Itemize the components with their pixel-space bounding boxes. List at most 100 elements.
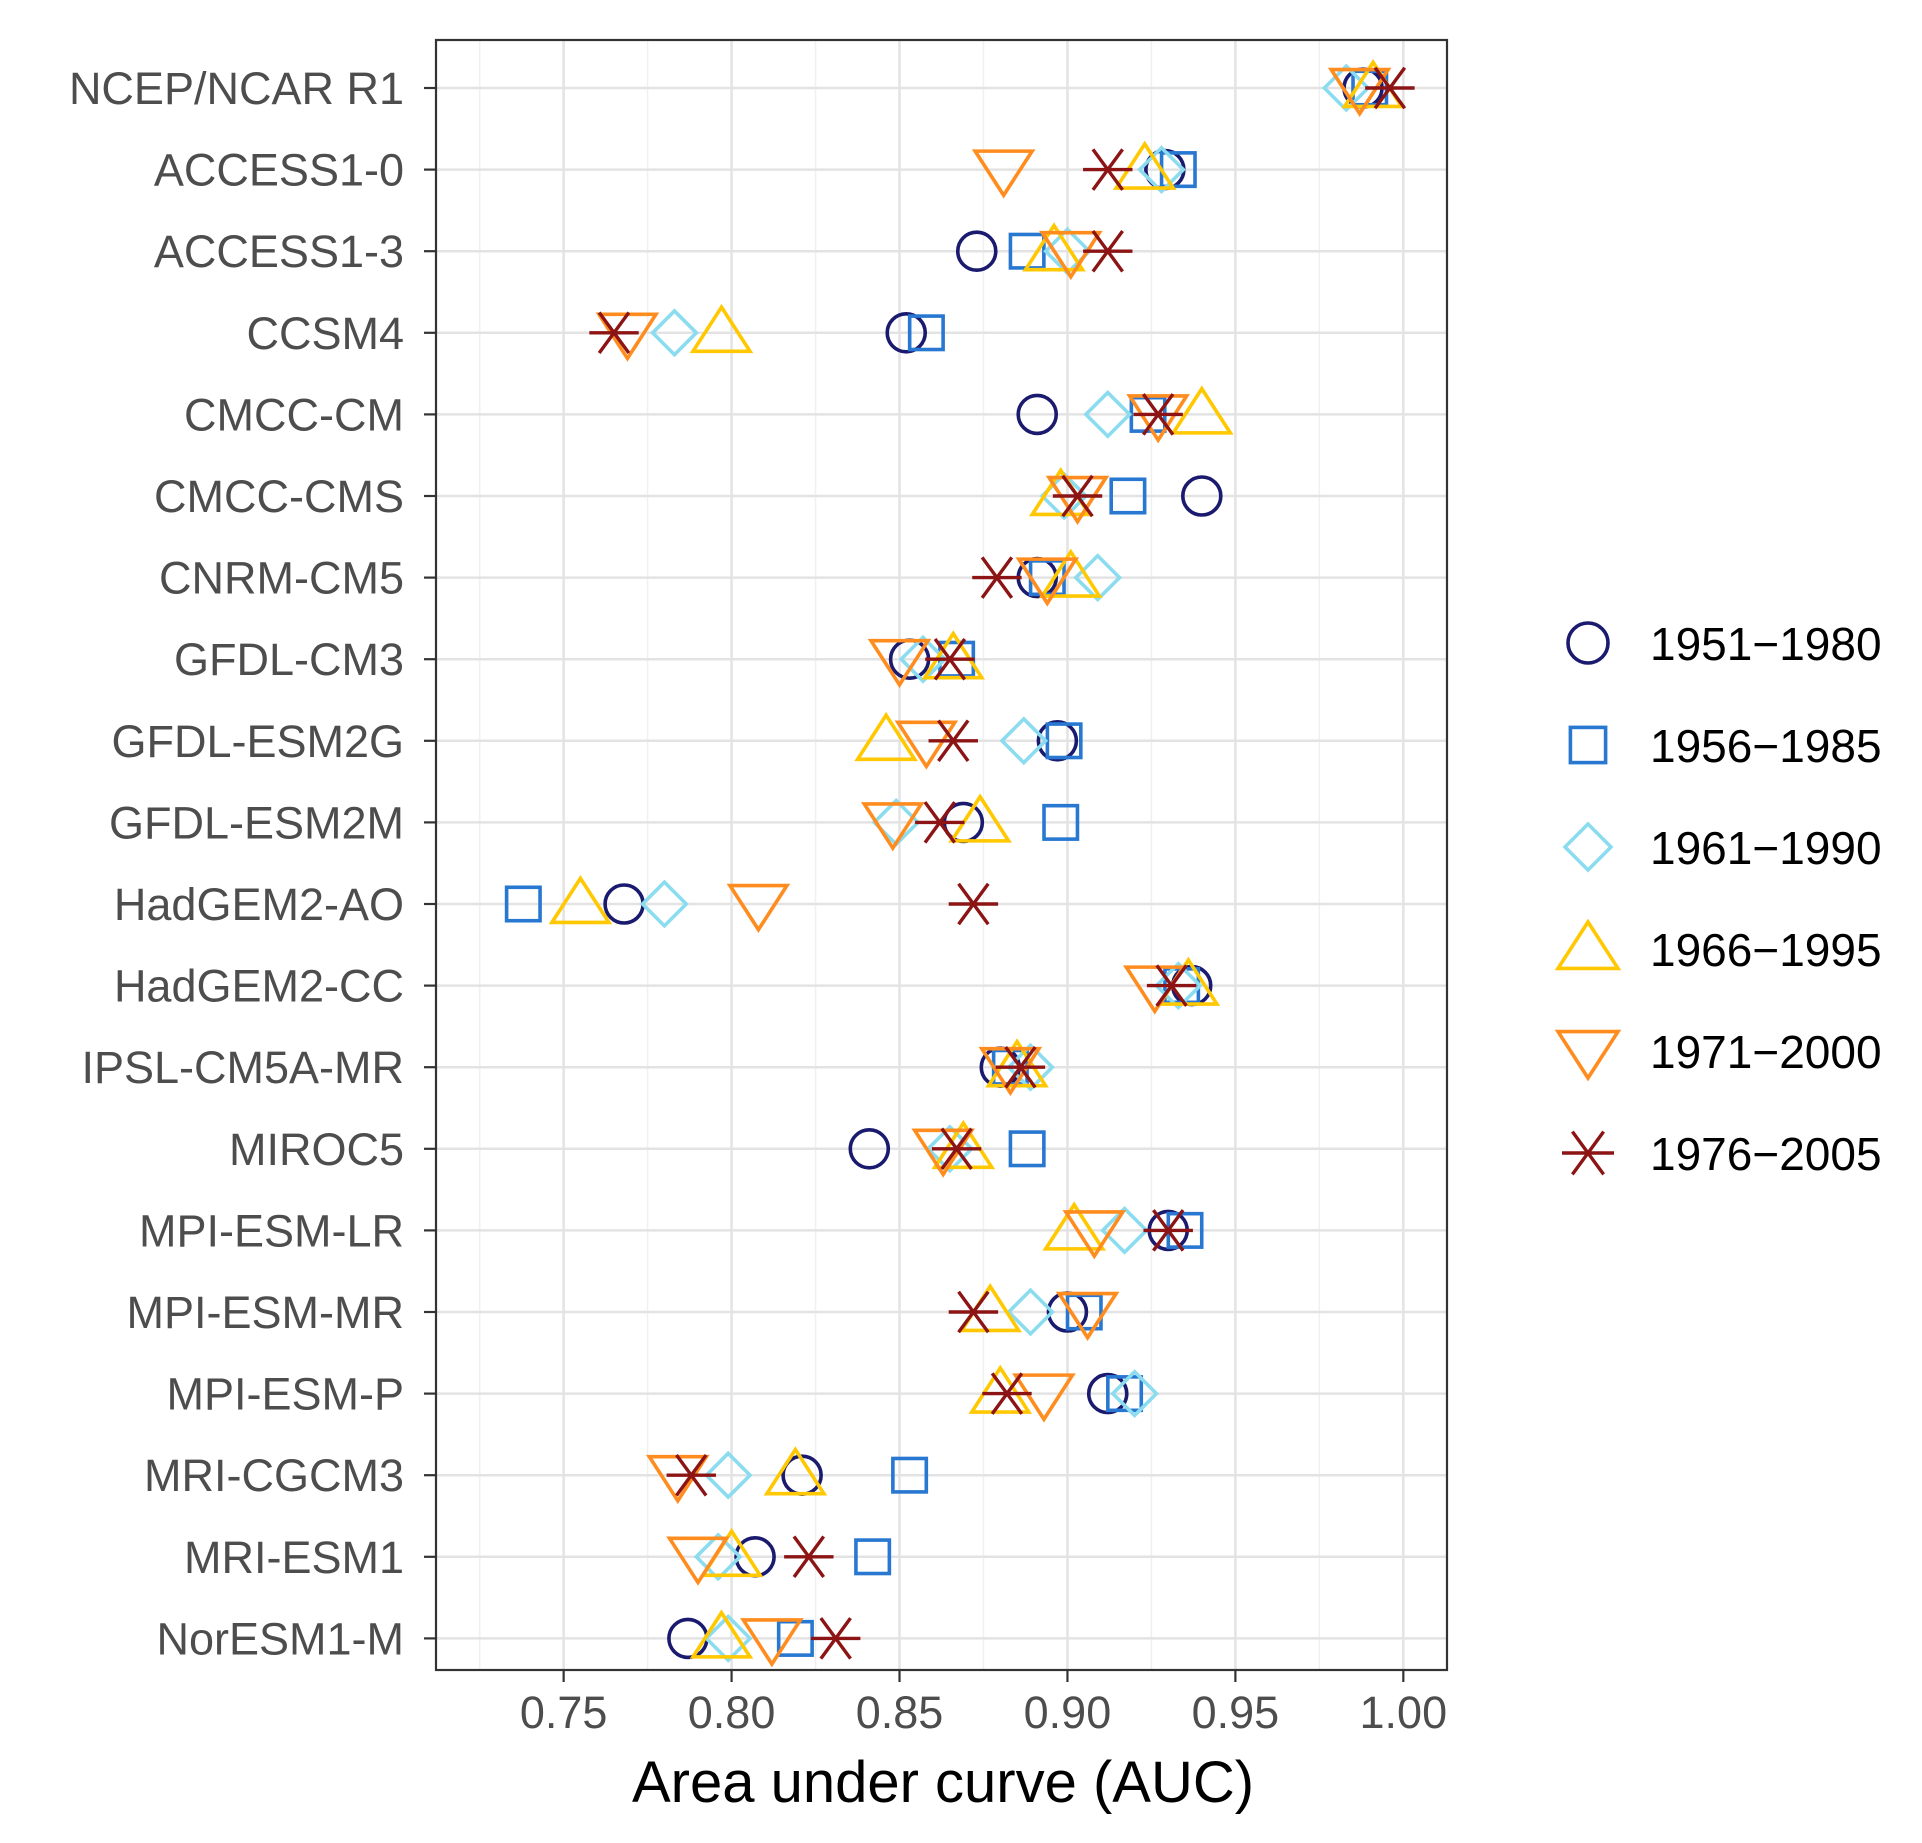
- x-tick-label: 0.80: [688, 1687, 776, 1738]
- legend: 1951−1980 1956−1985 1961−1990 1966−1995 1971…: [1554, 618, 1882, 1180]
- y-tick-label: MRI-CGCM3: [144, 1450, 404, 1501]
- legend-label: 1976−2005: [1650, 1128, 1882, 1180]
- data-point: [689, 1609, 754, 1659]
- x-tick-label: 0.85: [856, 1687, 944, 1738]
- data-point: [898, 634, 948, 684]
- data-point: [1181, 475, 1223, 517]
- y-tick-label: ACCESS1-0: [154, 145, 404, 196]
- data-point: [995, 1045, 1046, 1089]
- data-point: [1153, 961, 1203, 1010]
- y-tick-label: MPI-ESM-P: [166, 1369, 404, 1420]
- data-point: [640, 879, 689, 929]
- data-point: [1137, 145, 1186, 194]
- legend-key: [1554, 918, 1622, 971]
- data-point: [763, 1446, 828, 1496]
- data-point: [1042, 803, 1080, 841]
- data-point: [1039, 230, 1103, 281]
- y-tick-label: MPI-ESM-LR: [139, 1205, 404, 1256]
- data-point: [1109, 477, 1147, 515]
- data-point: [650, 308, 699, 358]
- data-point: [1012, 1373, 1076, 1423]
- data-point: [703, 1450, 753, 1500]
- data-point: [854, 1538, 892, 1576]
- data-point: [1112, 140, 1177, 190]
- data-point: [885, 311, 928, 354]
- data-point: [948, 793, 1012, 843]
- data-point: [689, 303, 754, 354]
- data-point: [968, 1364, 1033, 1414]
- y-tick-label: CMCC-CMS: [154, 471, 404, 522]
- legend-key: [1568, 725, 1608, 765]
- legend-item: 1961−1990: [1562, 821, 1882, 874]
- data-point: [867, 638, 932, 689]
- legend-label: 1966−1995: [1650, 924, 1882, 976]
- data-point: [740, 1618, 804, 1668]
- data-point: [982, 1372, 1032, 1415]
- legend-label: 1971−2000: [1650, 1026, 1882, 1078]
- y-tick-label: HadGEM2-AO: [114, 879, 404, 930]
- data-point: [915, 801, 965, 844]
- data-points: [504, 59, 1415, 1668]
- y-tick-label: NCEP/NCAR R1: [69, 63, 404, 114]
- data-point: [1106, 1375, 1144, 1413]
- data-point: [666, 1536, 730, 1586]
- data-point: [1170, 385, 1234, 435]
- data-point: [1052, 474, 1103, 518]
- data-point: [1062, 1210, 1127, 1260]
- data-point: [848, 1128, 891, 1170]
- y-tick-label: HadGEM2-CC: [114, 961, 404, 1012]
- y-tick-label: CCSM4: [246, 308, 404, 359]
- data-point: [928, 719, 978, 763]
- data-point: [1133, 393, 1183, 436]
- data-point: [1055, 1291, 1120, 1341]
- x-tick-label: 0.95: [1192, 1687, 1280, 1738]
- data-point: [1008, 1130, 1046, 1168]
- axes: 0.75 0.80 0.85 0.90 0.95 1.00 NCEP/NCAR R1 ACCE…: [69, 63, 1447, 1738]
- y-tick-label: GFDL-ESM2G: [111, 716, 404, 767]
- data-point: [666, 1453, 716, 1497]
- data-point: [1083, 148, 1133, 191]
- y-tick-label: IPSL-CM5A-MR: [81, 1042, 404, 1093]
- data-point: [1143, 1209, 1193, 1252]
- plot-panel-border: [434, 38, 1449, 1672]
- data-point: [1045, 475, 1110, 525]
- data-point: [948, 882, 999, 926]
- y-tick-label: CNRM-CM5: [159, 553, 404, 604]
- data-point: [907, 314, 945, 352]
- data-point: [810, 1617, 861, 1660]
- legend-label: 1951−1980: [1650, 618, 1882, 670]
- legend-label: 1956−1985: [1650, 720, 1882, 772]
- data-point: [1100, 1206, 1149, 1255]
- data-point: [1016, 393, 1059, 436]
- data-point: [1006, 1287, 1055, 1337]
- x-axis-title: Area under curve (AUC): [632, 1750, 1254, 1815]
- y-tick-label: GFDL-CM3: [174, 634, 404, 685]
- legend-item: 1956−1985: [1568, 720, 1882, 772]
- series-1961-1990: [640, 63, 1371, 1663]
- legend-item: 1976−2005: [1562, 1128, 1882, 1180]
- x-tick-label: 0.90: [1024, 1687, 1112, 1738]
- y-tick-label: NorESM1-M: [156, 1613, 404, 1664]
- legend-label: 1961−1990: [1650, 822, 1882, 874]
- data-point: [1110, 1369, 1160, 1418]
- data-point: [999, 716, 1049, 766]
- data-point: [955, 230, 998, 272]
- data-point: [693, 1532, 743, 1582]
- data-point: [784, 1535, 834, 1579]
- data-point: [1042, 1201, 1106, 1251]
- data-point: [726, 883, 791, 933]
- legend-item: 1966−1995: [1554, 918, 1882, 976]
- legend-item: 1951−1980: [1566, 618, 1882, 670]
- data-point: [972, 556, 1022, 599]
- data-point: [1327, 67, 1392, 117]
- data-point: [891, 1456, 929, 1494]
- y-tick-label: MRI-ESM1: [184, 1532, 404, 1583]
- x-tick-label: 0.75: [520, 1687, 608, 1738]
- legend-key: [1554, 1029, 1622, 1082]
- y-tick-label: CMCC-CM: [184, 389, 404, 440]
- data-point: [854, 711, 918, 762]
- legend-item: 1971−2000: [1554, 1026, 1882, 1082]
- data-point: [548, 875, 613, 925]
- data-point: [971, 149, 1036, 199]
